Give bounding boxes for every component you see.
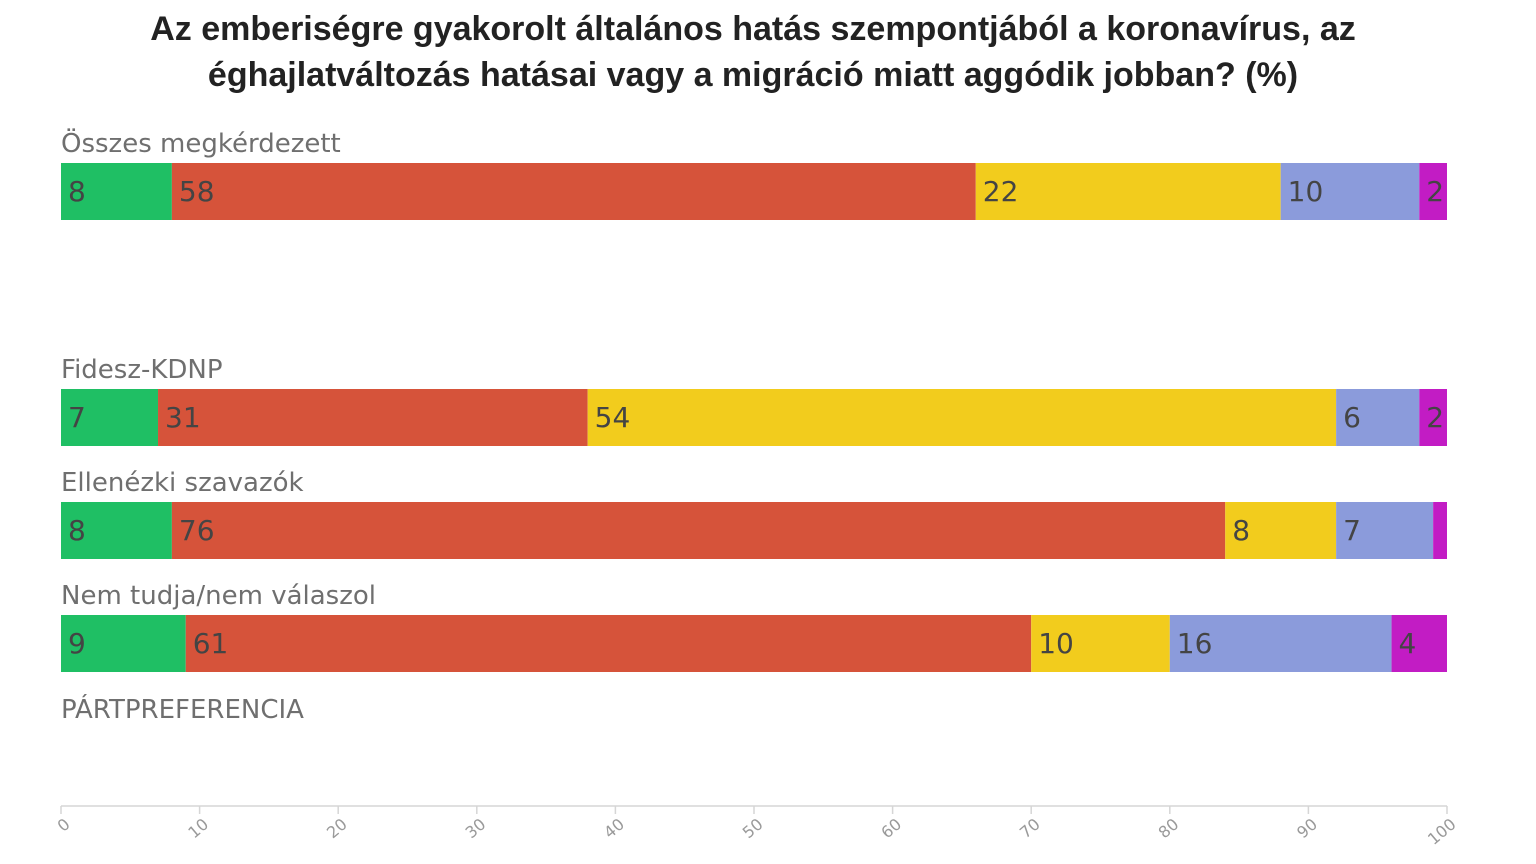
bar-segment <box>61 163 172 220</box>
data-label: 10 <box>1288 175 1324 208</box>
bar-groups: Összes megkérdezett 8 58 22 10 2 Fidesz-KDNP 7 3… <box>61 127 1447 672</box>
bar-segment <box>1280 163 1420 220</box>
x-tick-label: 30 <box>462 815 490 843</box>
bar-segment <box>1031 615 1170 672</box>
x-tick-label: 50 <box>739 815 767 843</box>
bar-segment <box>61 615 186 672</box>
data-label: 9 <box>68 627 86 660</box>
data-label: 16 <box>1177 627 1213 660</box>
x-tick-label: 20 <box>323 815 351 843</box>
data-label: 8 <box>1232 514 1250 547</box>
data-label: 61 <box>193 627 229 660</box>
bar-segment <box>61 502 172 559</box>
bar-segment <box>587 389 1337 446</box>
chart-title-line-1: Az emberiségre gyakorolt általános hatás… <box>150 10 1356 48</box>
data-label: 7 <box>1343 514 1361 547</box>
bar-group: Összes megkérdezett 8 58 22 10 2 <box>61 127 1447 220</box>
bar-segment <box>61 389 159 446</box>
section-label: PÁRTPREFERENCIA <box>61 693 304 725</box>
category-label: Nem tudja/nem válaszol <box>61 581 376 611</box>
data-label: 76 <box>179 514 215 547</box>
x-tick-label: 40 <box>600 815 628 843</box>
category-label: Ellenézki szavazók <box>61 468 304 498</box>
bar-segment <box>1391 615 1447 672</box>
bar-segment <box>158 389 588 446</box>
bar-segment <box>1336 389 1420 446</box>
bar-segment <box>1419 389 1447 446</box>
bar-segment <box>1225 502 1337 559</box>
bar-group: Ellenézki szavazók 8 76 8 7 <box>61 468 1447 559</box>
data-label: 58 <box>179 175 215 208</box>
bar-segment <box>171 502 1226 559</box>
x-tick-label: 10 <box>184 815 212 843</box>
x-tick-label: 80 <box>1155 815 1183 843</box>
x-axis-ticks: 0 10 20 30 40 50 60 70 80 90 100 <box>54 806 1460 849</box>
data-label: 4 <box>1399 627 1417 660</box>
bar-segment <box>975 163 1281 220</box>
data-label: 8 <box>68 514 86 547</box>
x-tick-label: 100 <box>1424 815 1460 849</box>
x-tick-label: 60 <box>877 815 905 843</box>
bar-segment <box>1419 163 1447 220</box>
bar-segment <box>1169 615 1392 672</box>
data-label: 31 <box>165 401 201 434</box>
data-label: 22 <box>983 175 1019 208</box>
data-label: 54 <box>595 401 631 434</box>
bar-segment <box>1336 502 1434 559</box>
bar-group: Fidesz-KDNP 7 31 54 6 2 <box>61 355 1447 446</box>
category-label: Fidesz-KDNP <box>61 355 223 385</box>
bar-segment <box>185 615 1032 672</box>
category-label: Összes megkérdezett <box>61 127 341 159</box>
data-label: 8 <box>68 175 86 208</box>
x-tick-label: 0 <box>54 815 74 836</box>
data-label: 2 <box>1426 401 1444 434</box>
data-label: 6 <box>1343 401 1361 434</box>
chart-title-line-2: éghajlatváltozás hatásai vagy a migráció… <box>208 56 1298 94</box>
x-tick-label: 90 <box>1293 815 1321 843</box>
data-label: 10 <box>1038 627 1074 660</box>
data-label: 7 <box>68 401 86 434</box>
x-tick-label: 70 <box>1016 815 1044 843</box>
bar-group: Nem tudja/nem válaszol 9 61 10 16 4 <box>61 581 1447 672</box>
bar-segment <box>171 163 976 220</box>
data-label: 2 <box>1426 175 1444 208</box>
bar-segment <box>1433 502 1447 559</box>
